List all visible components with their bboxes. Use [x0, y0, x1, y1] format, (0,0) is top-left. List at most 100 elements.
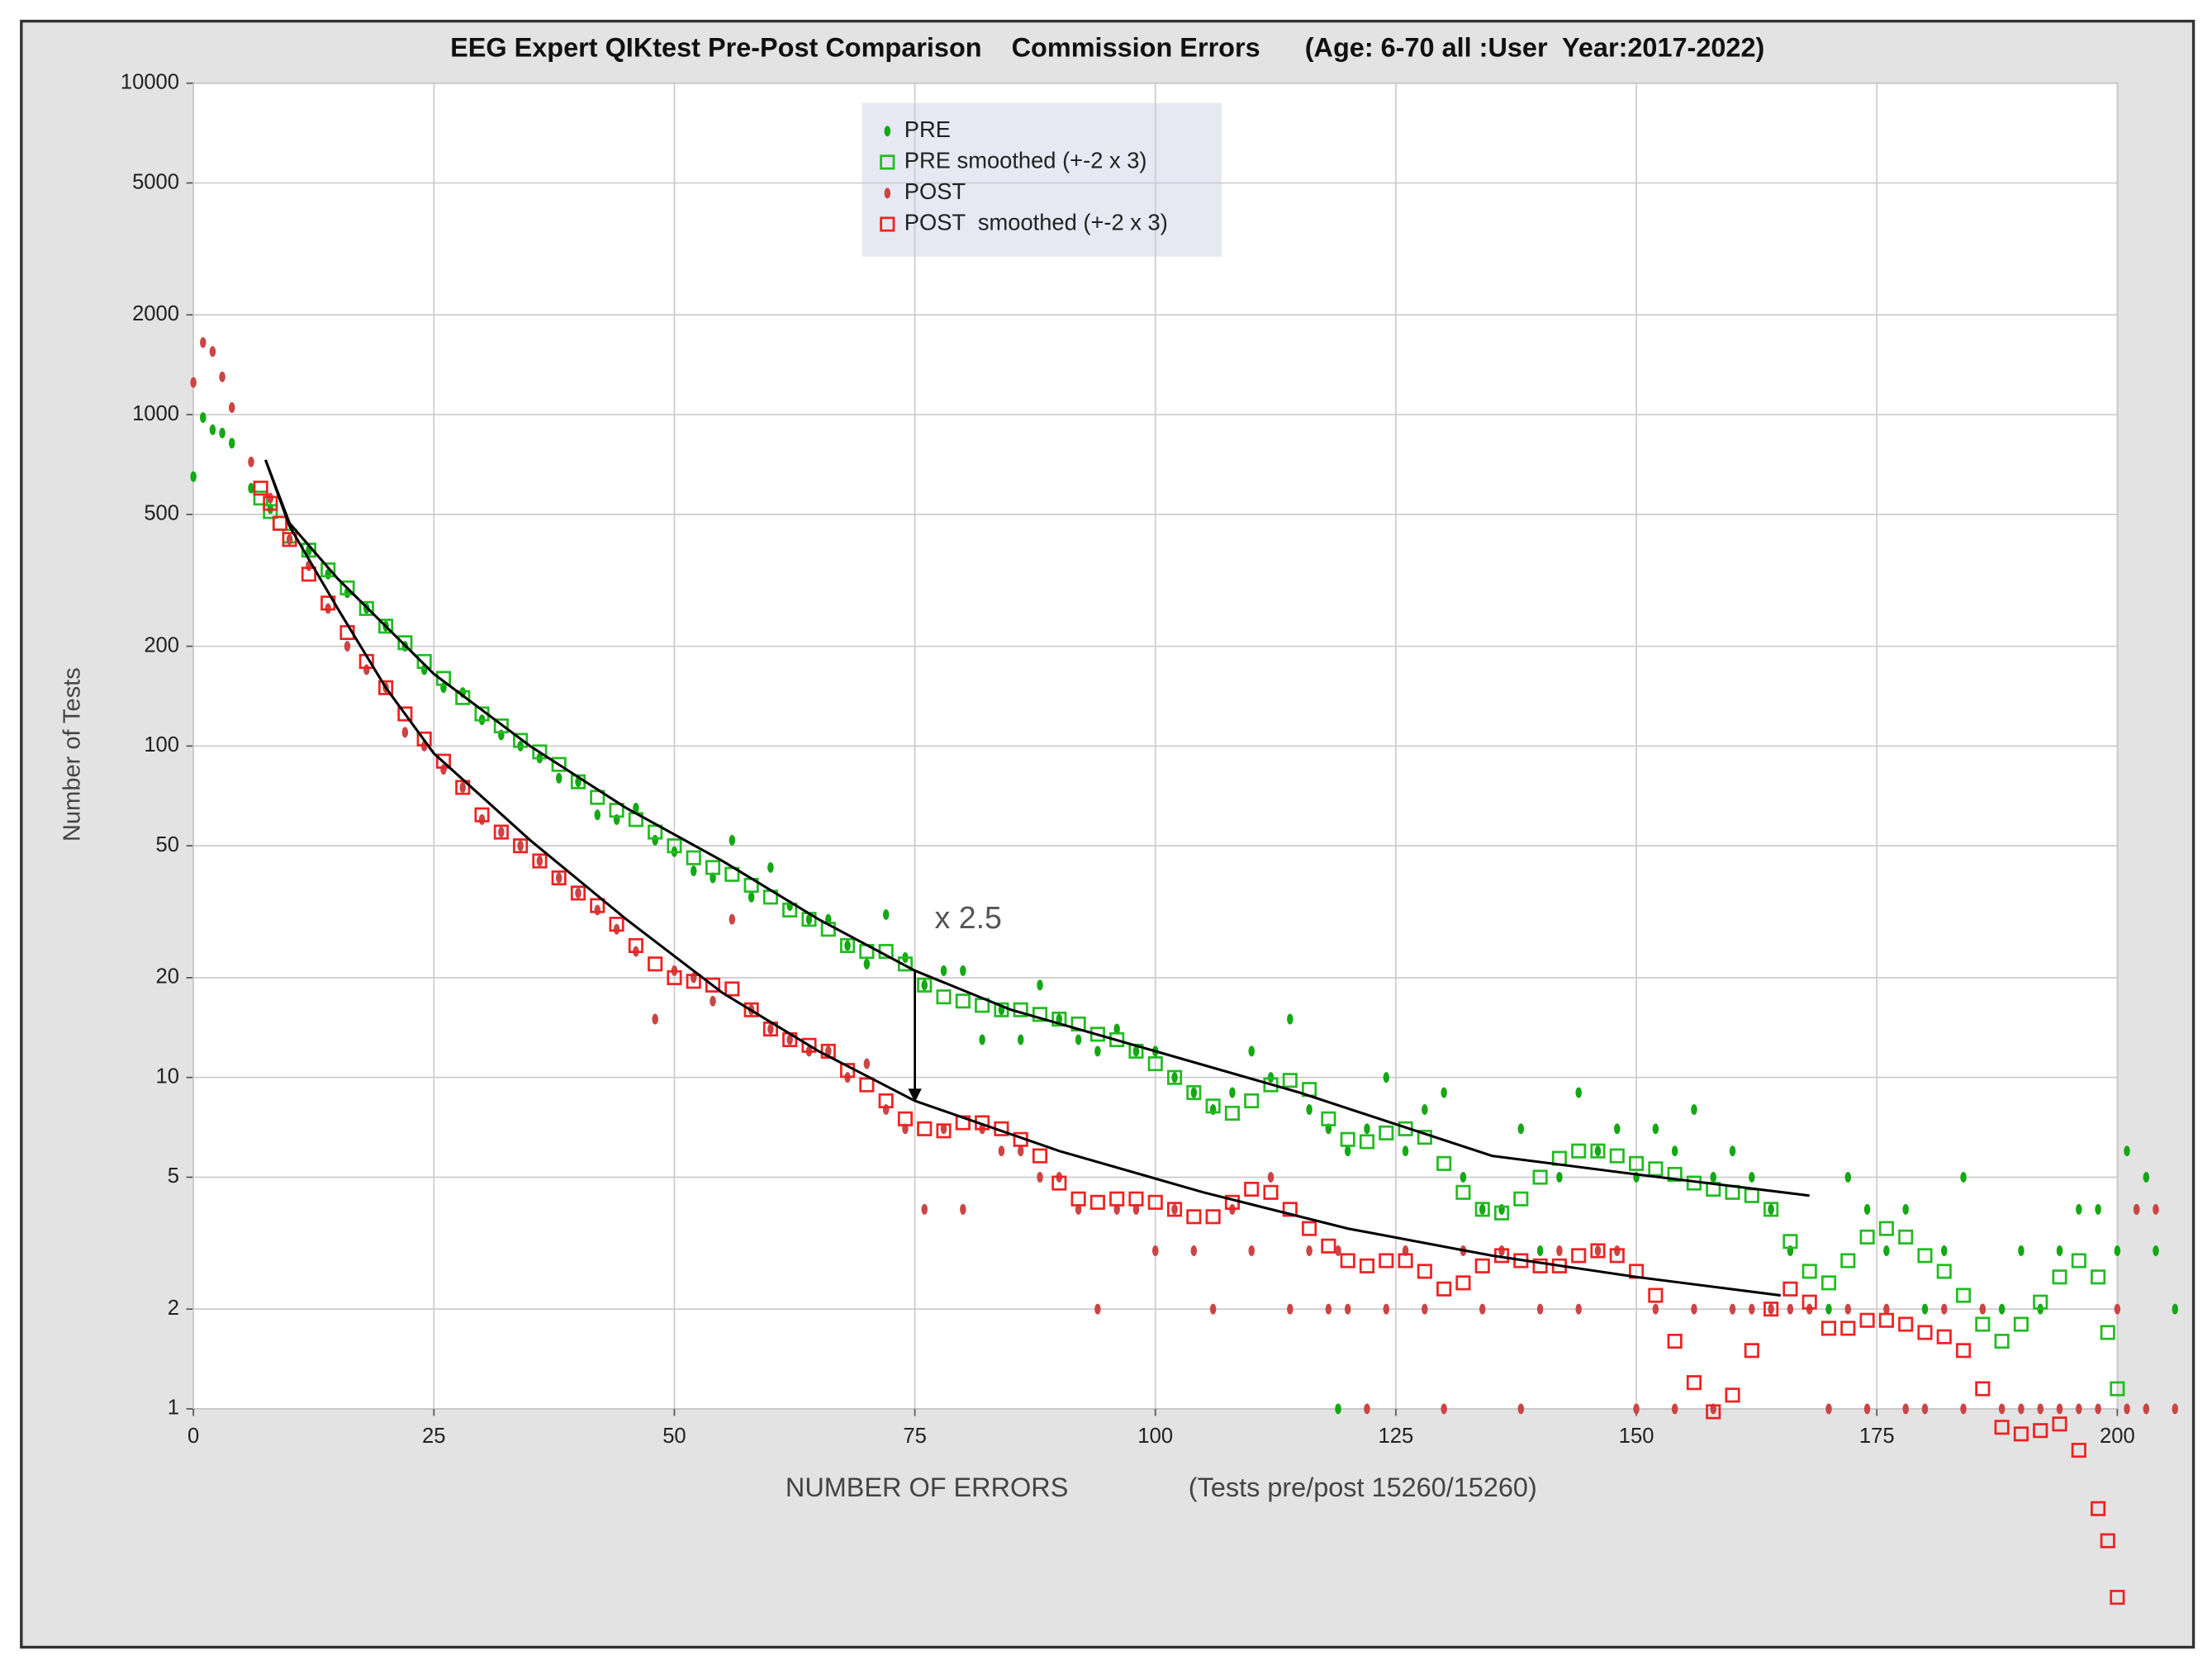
- point: [1383, 1072, 1390, 1084]
- x-axis-note: (Tests pre/post 15260/15260): [1189, 1472, 1537, 1502]
- point: [652, 1013, 658, 1025]
- point: [1282, 1073, 1298, 1088]
- point: [979, 1034, 985, 1046]
- point: [1417, 1264, 1432, 1279]
- point: [397, 635, 413, 651]
- point: [998, 1145, 1005, 1157]
- point: [378, 680, 394, 695]
- point: [1749, 1171, 1755, 1183]
- point: [493, 718, 509, 734]
- point: [1248, 1245, 1255, 1256]
- y-tick-label: 100: [144, 733, 179, 756]
- point: [609, 917, 624, 932]
- point: [805, 913, 813, 925]
- point: [513, 733, 529, 748]
- point: [1614, 1245, 1621, 1256]
- point: [1744, 1343, 1759, 1359]
- point: [2013, 1316, 2029, 1332]
- point: [1364, 1403, 1370, 1415]
- point: [1729, 1145, 1736, 1157]
- point: [1244, 1181, 1260, 1197]
- point: [1729, 1303, 1736, 1315]
- x-tick-label: 150: [1619, 1425, 1654, 1448]
- point: [628, 937, 643, 954]
- point: [705, 860, 721, 875]
- point: [1379, 1253, 1394, 1269]
- point: [652, 834, 658, 846]
- point: [1113, 1203, 1120, 1215]
- point: [1878, 1312, 1894, 1328]
- point: [878, 1093, 894, 1109]
- legend-marker: [880, 216, 895, 232]
- point: [1441, 1403, 1447, 1415]
- y-tick-label: 50: [156, 833, 180, 856]
- point: [1532, 1169, 1548, 1185]
- point: [1186, 1084, 1202, 1101]
- point: [1498, 1245, 1505, 1256]
- point: [1840, 1321, 1856, 1336]
- point: [2056, 1245, 2063, 1256]
- point: [1878, 1221, 1894, 1236]
- point: [1364, 1123, 1370, 1135]
- point: [459, 782, 466, 793]
- point: [1190, 1087, 1198, 1098]
- point: [1844, 1171, 1852, 1183]
- point: [921, 1203, 928, 1215]
- point: [493, 824, 509, 840]
- point: [1648, 1161, 1664, 1177]
- point: [1921, 1403, 1929, 1415]
- point: [219, 371, 225, 382]
- point: [1325, 1303, 1332, 1315]
- x-tick-label: 100: [1137, 1425, 1173, 1448]
- point: [705, 977, 721, 993]
- point: [1575, 1087, 1582, 1098]
- point: [748, 891, 755, 903]
- point: [686, 850, 701, 865]
- point: [1167, 1202, 1183, 1217]
- point: [667, 838, 682, 854]
- point: [1633, 1403, 1640, 1415]
- x-tick-label: 125: [1379, 1425, 1414, 1448]
- point: [710, 995, 716, 1007]
- point: [1917, 1325, 1933, 1340]
- point: [190, 377, 197, 388]
- point: [1051, 1175, 1067, 1191]
- point: [1344, 1303, 1351, 1315]
- point: [594, 809, 601, 821]
- x-tick-label: 200: [2100, 1425, 2135, 1448]
- point: [1287, 1303, 1293, 1315]
- point: [1898, 1229, 1914, 1245]
- point: [498, 827, 505, 838]
- point: [2076, 1403, 2082, 1415]
- point: [825, 1046, 832, 1057]
- point: [1037, 979, 1043, 991]
- point: [1609, 1148, 1625, 1164]
- point: [2056, 1403, 2063, 1415]
- point: [1686, 1375, 1702, 1391]
- point: [1575, 1303, 1582, 1315]
- y-axis-label: Number of Tests: [59, 667, 86, 842]
- point: [1975, 1381, 1991, 1397]
- point: [1263, 1184, 1279, 1200]
- point: [219, 427, 225, 439]
- point: [1205, 1098, 1221, 1114]
- point: [1287, 1013, 1293, 1025]
- point: [1517, 1123, 1525, 1135]
- point: [1017, 1034, 1024, 1046]
- point: [1536, 1245, 1544, 1256]
- point: [2095, 1203, 2101, 1215]
- point: [253, 481, 268, 496]
- point: [840, 937, 856, 954]
- point: [667, 970, 682, 985]
- point: [2172, 1303, 2179, 1315]
- point: [1883, 1303, 1890, 1315]
- y-tick-label: 5000: [132, 170, 179, 193]
- point: [2033, 1423, 2048, 1439]
- point: [401, 727, 409, 738]
- point: [1883, 1245, 1890, 1256]
- point: [1571, 1248, 1587, 1264]
- point: [1801, 1294, 1817, 1310]
- point: [1051, 1011, 1067, 1027]
- point: [1017, 1145, 1024, 1157]
- point: [729, 913, 736, 925]
